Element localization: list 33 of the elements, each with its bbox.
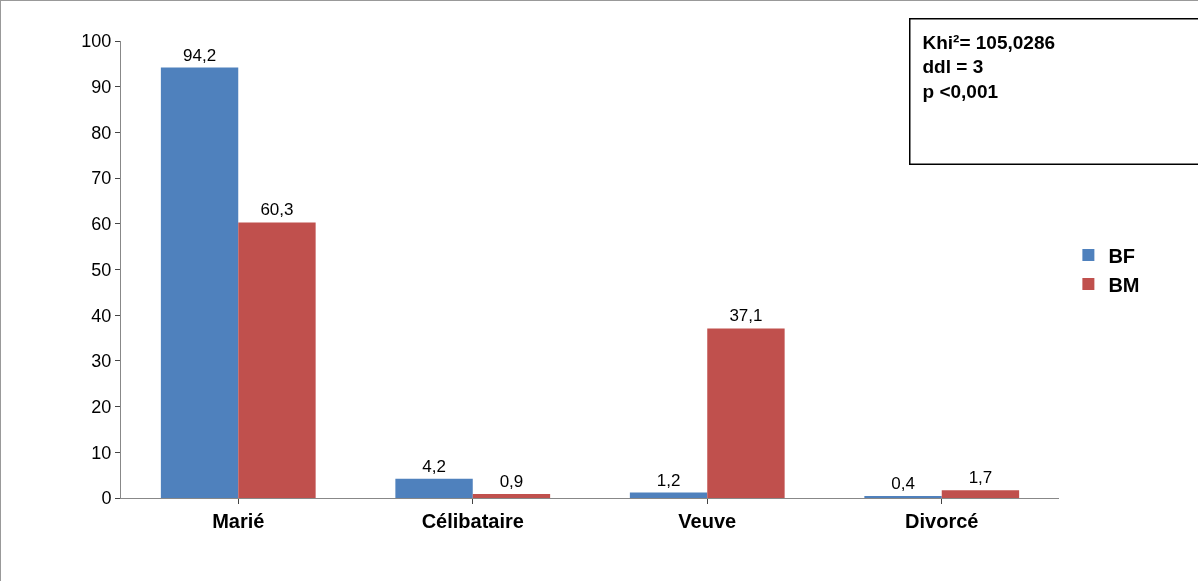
y-tick-label: 60 [91,214,112,235]
y-tick-label: 30 [91,351,112,372]
bar [629,492,708,498]
y-tick-label: 70 [91,168,112,189]
x-tick-label: Veuve [678,510,737,532]
data-label: 37,1 [729,306,763,326]
y-tick-label: 20 [91,396,112,417]
bar [941,490,1020,498]
y-tick-label: 80 [91,122,112,143]
y-tick-label: 10 [91,442,112,463]
data-label: 4,2 [422,456,446,476]
bar [472,493,551,498]
y-tick-label: 50 [91,259,112,280]
y-tick-label: 40 [91,305,112,326]
bar [707,328,785,498]
annotation: Khi²= 105,0286 ddl = 3 p <0,001 [922,31,1056,102]
bar [160,67,239,498]
data-label: 94,2 [183,45,217,65]
data-label: 1,7 [968,468,993,488]
y-tick-label: 90 [91,77,112,97]
legend-label: BM [1108,273,1140,296]
data-label: 0,9 [499,471,524,491]
bar [395,478,473,498]
x-tick-label: Divorcé [905,510,979,532]
data-label: 0,4 [891,474,915,493]
y-tick-label: 100 [81,31,112,52]
data-label: 60,3 [260,200,294,220]
legend-label: BF [1108,244,1136,267]
data-label: 1,2 [656,470,681,490]
x-tick-label: Marié [212,510,265,532]
y-tick-label: 0 [101,488,112,509]
bar [238,222,316,498]
x-tick-label: Célibataire [421,510,524,532]
